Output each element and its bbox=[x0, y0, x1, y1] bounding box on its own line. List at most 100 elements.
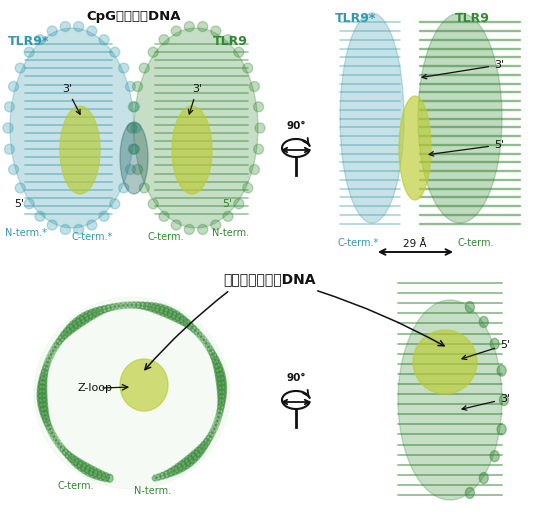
Ellipse shape bbox=[38, 396, 48, 408]
Ellipse shape bbox=[209, 350, 214, 356]
Circle shape bbox=[35, 35, 45, 45]
Ellipse shape bbox=[218, 398, 225, 406]
Ellipse shape bbox=[152, 476, 156, 481]
Ellipse shape bbox=[55, 440, 59, 444]
Circle shape bbox=[129, 102, 139, 112]
Ellipse shape bbox=[163, 307, 173, 318]
Circle shape bbox=[254, 144, 264, 154]
Ellipse shape bbox=[72, 318, 82, 329]
Ellipse shape bbox=[174, 463, 183, 474]
Ellipse shape bbox=[39, 401, 48, 412]
Ellipse shape bbox=[418, 13, 502, 223]
Text: TLR9*: TLR9* bbox=[8, 35, 49, 48]
Circle shape bbox=[198, 21, 208, 32]
Ellipse shape bbox=[81, 463, 91, 474]
Circle shape bbox=[125, 81, 136, 92]
Text: アンタゴニストDNA: アンタゴニストDNA bbox=[224, 272, 316, 286]
Circle shape bbox=[131, 123, 141, 133]
Circle shape bbox=[128, 144, 138, 154]
Ellipse shape bbox=[80, 313, 89, 324]
Ellipse shape bbox=[60, 106, 100, 194]
Circle shape bbox=[139, 63, 149, 73]
Ellipse shape bbox=[120, 122, 148, 194]
Text: C-term.*: C-term.* bbox=[338, 238, 379, 248]
Ellipse shape bbox=[211, 428, 216, 433]
Ellipse shape bbox=[74, 458, 83, 469]
Ellipse shape bbox=[490, 451, 499, 462]
Ellipse shape bbox=[65, 452, 72, 459]
Ellipse shape bbox=[175, 313, 184, 324]
Circle shape bbox=[198, 225, 208, 234]
Ellipse shape bbox=[212, 356, 219, 365]
Circle shape bbox=[24, 199, 34, 209]
Ellipse shape bbox=[398, 300, 502, 500]
Ellipse shape bbox=[218, 389, 226, 399]
Ellipse shape bbox=[181, 458, 190, 469]
Circle shape bbox=[47, 220, 57, 230]
Ellipse shape bbox=[132, 302, 137, 308]
Text: 5': 5' bbox=[14, 199, 24, 209]
Ellipse shape bbox=[147, 303, 156, 312]
Text: 29 Å: 29 Å bbox=[403, 239, 427, 249]
Ellipse shape bbox=[200, 336, 204, 341]
Circle shape bbox=[24, 47, 34, 57]
Ellipse shape bbox=[46, 424, 52, 430]
Text: 3': 3' bbox=[462, 394, 510, 410]
Circle shape bbox=[47, 26, 57, 36]
Ellipse shape bbox=[187, 322, 193, 330]
Text: 90°: 90° bbox=[286, 121, 306, 131]
Text: TLR9*: TLR9* bbox=[335, 12, 376, 25]
Circle shape bbox=[249, 81, 259, 92]
Circle shape bbox=[8, 81, 18, 92]
Ellipse shape bbox=[218, 393, 226, 403]
Ellipse shape bbox=[85, 465, 94, 476]
Ellipse shape bbox=[209, 432, 214, 438]
Ellipse shape bbox=[34, 297, 230, 489]
Ellipse shape bbox=[399, 96, 431, 200]
Ellipse shape bbox=[144, 302, 151, 311]
Text: 90°: 90° bbox=[286, 373, 306, 383]
Text: 5': 5' bbox=[462, 340, 510, 359]
Circle shape bbox=[125, 165, 136, 175]
Circle shape bbox=[171, 26, 181, 36]
Circle shape bbox=[127, 123, 137, 133]
Circle shape bbox=[15, 183, 25, 193]
Ellipse shape bbox=[159, 305, 169, 316]
Ellipse shape bbox=[38, 380, 47, 390]
Ellipse shape bbox=[134, 28, 258, 228]
Ellipse shape bbox=[56, 339, 62, 345]
Ellipse shape bbox=[106, 474, 113, 482]
Text: 5': 5' bbox=[429, 140, 504, 156]
Text: 3': 3' bbox=[189, 84, 202, 114]
Ellipse shape bbox=[83, 311, 93, 321]
Circle shape bbox=[171, 220, 181, 230]
Ellipse shape bbox=[48, 428, 53, 433]
Text: C-term.: C-term. bbox=[148, 232, 184, 242]
Ellipse shape bbox=[188, 452, 198, 464]
Text: C-term.*: C-term.* bbox=[72, 232, 113, 242]
Circle shape bbox=[110, 47, 120, 57]
Circle shape bbox=[60, 225, 71, 234]
Ellipse shape bbox=[101, 473, 109, 481]
Ellipse shape bbox=[198, 332, 202, 338]
Ellipse shape bbox=[206, 435, 212, 442]
Circle shape bbox=[128, 102, 138, 112]
Circle shape bbox=[184, 225, 194, 234]
Ellipse shape bbox=[97, 470, 106, 481]
Circle shape bbox=[35, 212, 45, 221]
Ellipse shape bbox=[214, 420, 218, 425]
Circle shape bbox=[4, 102, 15, 112]
Circle shape bbox=[223, 35, 233, 45]
Circle shape bbox=[60, 21, 71, 32]
Ellipse shape bbox=[50, 432, 55, 437]
Ellipse shape bbox=[497, 424, 506, 435]
Ellipse shape bbox=[88, 467, 98, 478]
Ellipse shape bbox=[10, 28, 134, 228]
Ellipse shape bbox=[340, 13, 404, 223]
Ellipse shape bbox=[216, 416, 220, 421]
Ellipse shape bbox=[46, 358, 50, 363]
Ellipse shape bbox=[69, 320, 78, 331]
Ellipse shape bbox=[217, 379, 227, 391]
Ellipse shape bbox=[66, 324, 75, 334]
Ellipse shape bbox=[63, 327, 71, 337]
